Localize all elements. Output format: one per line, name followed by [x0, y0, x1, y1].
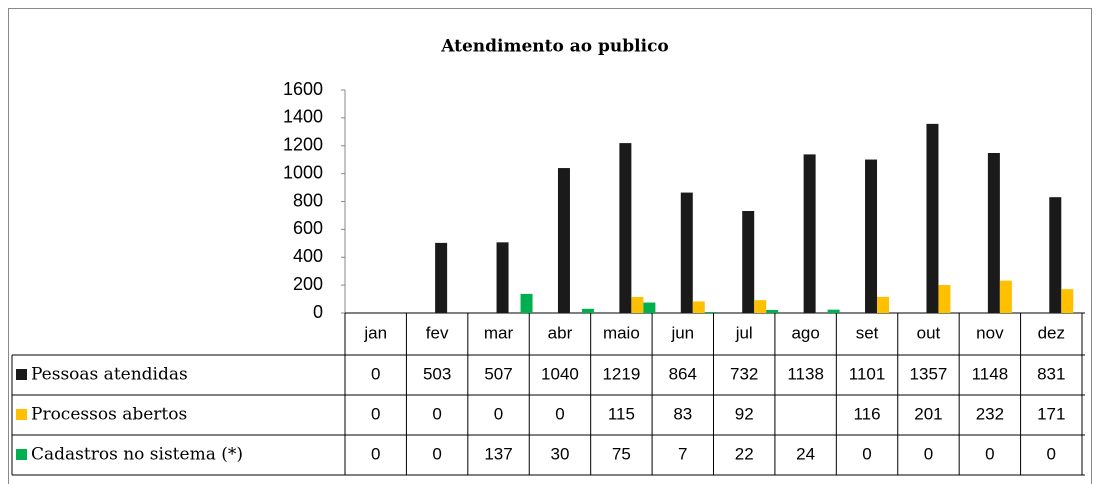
x-tick-label: abr	[548, 323, 573, 342]
table-value: 732	[730, 364, 758, 383]
table-value: 201	[914, 404, 942, 423]
x-tick-label: out	[917, 323, 941, 342]
y-tick-label: 600	[293, 218, 323, 238]
x-tick-label: fev	[426, 323, 449, 342]
table-value: 92	[735, 404, 754, 423]
bar	[520, 293, 533, 313]
y-tick-label: 1400	[283, 107, 323, 127]
table-value: 503	[423, 364, 451, 383]
table-value: 115	[608, 404, 635, 423]
bar	[619, 143, 632, 313]
bar	[877, 296, 890, 313]
bar	[1061, 289, 1074, 313]
y-tick-label: 0	[313, 302, 323, 322]
table-value: 232	[976, 404, 1004, 423]
bar	[938, 284, 951, 313]
x-tick-label: mar	[484, 323, 514, 342]
chart-title: Atendimento ao publico	[440, 37, 669, 57]
table-value: 0	[432, 444, 441, 463]
table-value: 507	[484, 364, 512, 383]
table-value: 1148	[972, 364, 1009, 383]
bar	[742, 210, 755, 313]
table-value: 1138	[787, 364, 824, 383]
table-value: 0	[371, 364, 380, 383]
table-value: 171	[1037, 404, 1065, 423]
legend-swatch	[16, 409, 27, 420]
legend-swatch	[16, 369, 27, 380]
bar	[1049, 197, 1062, 313]
legend-label: Pessoas atendidas	[31, 365, 188, 385]
table-value: 24	[796, 444, 815, 463]
bar	[692, 301, 705, 313]
bar	[987, 152, 1000, 313]
table-value: 1219	[602, 364, 640, 383]
table-value: 0	[985, 444, 994, 463]
table-value: 1101	[849, 364, 886, 383]
legend-label: Processos abertos	[31, 405, 187, 425]
bar	[754, 300, 767, 313]
chart-frame	[8, 8, 1092, 484]
bar	[865, 159, 878, 313]
y-tick-label: 200	[293, 274, 323, 294]
bar	[766, 309, 779, 313]
y-tick-label: 1000	[283, 162, 323, 182]
x-tick-label: jun	[670, 323, 694, 342]
table-value: 0	[862, 444, 871, 463]
bar	[557, 168, 570, 313]
table-value: 0	[371, 404, 380, 423]
x-tick-label: ago	[791, 323, 819, 342]
table-value: 0	[371, 444, 380, 463]
table-value: 22	[735, 444, 754, 463]
bar	[643, 302, 656, 313]
bar	[435, 242, 448, 313]
y-tick-label: 1600	[283, 79, 323, 99]
table-value: 0	[1047, 444, 1056, 463]
bar	[803, 154, 816, 313]
table-value: 0	[924, 444, 933, 463]
x-tick-label: dez	[1038, 323, 1065, 342]
table-value: 0	[494, 404, 503, 423]
table-value: 30	[550, 444, 569, 463]
x-tick-label: set	[856, 323, 879, 342]
bar	[704, 312, 717, 313]
table-value: 0	[432, 404, 441, 423]
table-value: 0	[555, 404, 564, 423]
table-value: 137	[484, 444, 512, 463]
table-value: 83	[673, 404, 692, 423]
table-value: 864	[669, 364, 697, 383]
table-value: 1040	[541, 364, 579, 383]
x-tick-label: jul	[735, 323, 753, 342]
y-tick-label: 800	[293, 190, 323, 210]
legend-swatch	[16, 449, 27, 460]
y-tick-label: 400	[293, 246, 323, 266]
table-value: 116	[853, 404, 880, 423]
x-tick-label: nov	[976, 323, 1004, 342]
legend-label: Cadastros no sistema (*)	[31, 445, 243, 465]
bar	[631, 296, 644, 313]
bar	[999, 280, 1012, 313]
bar	[581, 308, 594, 313]
bar	[926, 123, 939, 313]
bar	[496, 242, 509, 313]
x-tick-label: jan	[363, 323, 387, 342]
y-tick-label: 1200	[283, 135, 323, 155]
x-tick-label: maio	[603, 323, 640, 342]
bar	[680, 192, 693, 313]
bar	[827, 309, 840, 313]
table-value: 7	[678, 444, 687, 463]
table-value: 1357	[910, 364, 948, 383]
table-value: 831	[1037, 364, 1065, 383]
table-value: 75	[612, 444, 631, 463]
